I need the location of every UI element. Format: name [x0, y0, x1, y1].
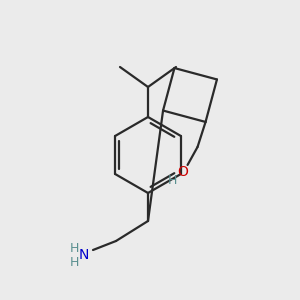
Text: O: O — [177, 165, 188, 179]
Text: H: H — [69, 242, 79, 254]
Text: H: H — [69, 256, 79, 269]
Text: H: H — [168, 174, 177, 188]
Text: N: N — [79, 248, 89, 262]
